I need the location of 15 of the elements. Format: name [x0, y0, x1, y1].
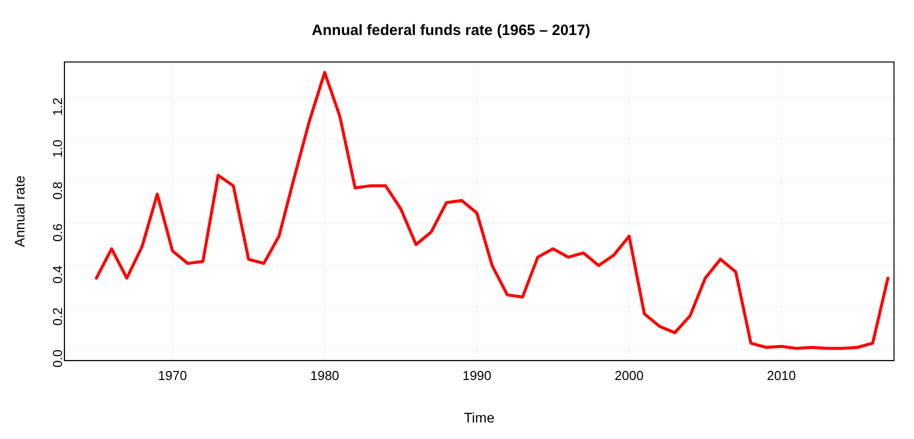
- x-tick-label: 2010: [766, 368, 796, 383]
- y-tick-label: 0.2: [50, 308, 65, 326]
- y-tick-label: 0.6: [50, 224, 65, 242]
- x-tick-label: 1970: [158, 368, 187, 383]
- y-tick-label: 0.4: [50, 266, 65, 284]
- y-tick-label: 1.0: [50, 140, 65, 158]
- y-tick-label: 1.2: [50, 98, 65, 116]
- y-axis-title: Annual rate: [11, 175, 28, 248]
- x-tick-label: 2000: [614, 368, 644, 383]
- y-tick-label: 0.0: [50, 349, 65, 368]
- chart-title: Annual federal funds rate (1965 – 2017): [312, 22, 590, 40]
- x-tick-label: 1990: [462, 368, 492, 383]
- x-axis-title: Time: [464, 409, 495, 426]
- y-tick-label: 0.8: [50, 182, 65, 200]
- x-tick-label: 1980: [310, 368, 340, 383]
